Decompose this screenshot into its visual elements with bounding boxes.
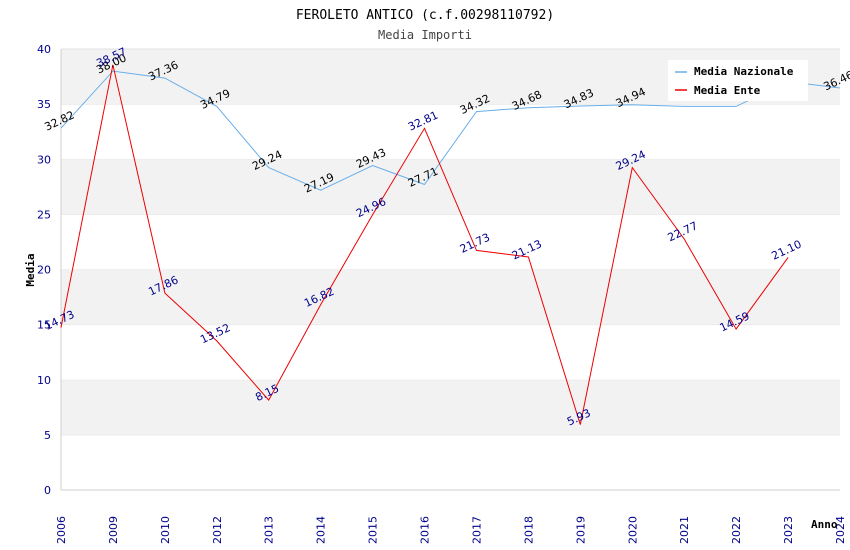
series-line-media-nazionale (60, 70, 841, 191)
grid-band (61, 434, 840, 490)
x-tick-label: 2014 (315, 516, 328, 544)
plot-background-bands (61, 48, 840, 490)
series-media-nazionale (60, 70, 841, 191)
x-tick-label: 2022 (730, 516, 743, 544)
grid-band (61, 379, 840, 435)
legend-label-media-nazionale: Media Nazionale (694, 65, 794, 78)
y-tick-label: 20 (37, 264, 51, 277)
grid-band (61, 214, 840, 270)
legend: Media Nazionale Media Ente (668, 60, 808, 101)
grid-band (61, 104, 840, 160)
legend-label-media-ente: Media Ente (694, 84, 761, 97)
y-axis-ticks: 0 5 10 15 20 25 30 35 40 (37, 43, 51, 497)
x-tick-label: 2010 (159, 516, 172, 544)
chart-title: FEROLETO ANTICO (c.f.00298110792) (296, 8, 554, 23)
x-tick-label: 2018 (522, 516, 535, 544)
x-tick-label: 2021 (678, 516, 691, 544)
y-tick-label: 15 (37, 319, 51, 332)
x-tick-label: 2020 (626, 516, 639, 544)
y-tick-label: 30 (37, 153, 51, 166)
x-tick-label: 2023 (782, 516, 795, 544)
x-tick-label: 2017 (470, 516, 483, 544)
x-tick-label: 2009 (107, 516, 120, 544)
y-tick-label: 40 (37, 43, 51, 56)
y-tick-label: 10 (37, 374, 51, 387)
x-tick-label: 2024 (834, 516, 847, 544)
y-tick-label: 0 (44, 484, 51, 497)
x-tick-label: 2019 (574, 516, 587, 544)
series-line-media-ente (60, 64, 789, 425)
x-tick-label: 2006 (55, 516, 68, 544)
x-tick-label: 2015 (367, 516, 380, 544)
x-tick-label: 2016 (419, 516, 432, 544)
x-axis-title: Anno (811, 518, 838, 531)
y-tick-label: 35 (37, 98, 51, 111)
chart-subtitle: Media Importi (378, 28, 472, 42)
grid-band (61, 159, 840, 215)
series-media-ente (60, 64, 789, 425)
x-tick-label: 2012 (211, 516, 224, 544)
y-axis-title: Media (24, 253, 37, 286)
y-tick-label: 5 (44, 429, 51, 442)
legend-box (668, 60, 808, 101)
axes (60, 49, 840, 491)
y-tick-label: 25 (37, 208, 51, 221)
x-tick-label: 2013 (263, 516, 276, 544)
x-axis-ticks: 2006 2009 2010 2012 2013 2014 2015 2016 2017 2018… (55, 516, 847, 544)
grid-band (61, 324, 840, 380)
grid-band (61, 269, 840, 325)
